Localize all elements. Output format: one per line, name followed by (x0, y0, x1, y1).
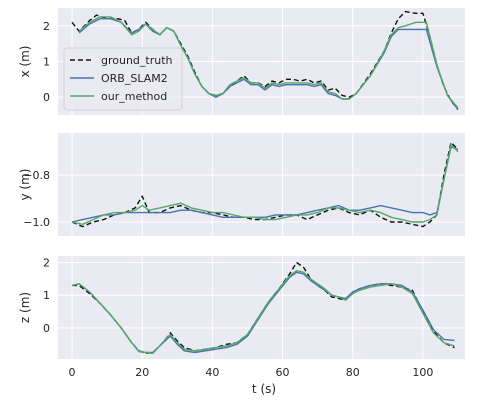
series-line-our_method (78, 16, 459, 109)
legend-label-ORB_SLAM2: ORB_SLAM2 (101, 72, 168, 85)
y-tick-label: 2 (43, 257, 50, 270)
y-axis-label: y (m) (18, 169, 32, 201)
y-tick-label: 1 (43, 56, 50, 69)
x-tick-label: 40 (205, 366, 219, 379)
y-axis-label: x (m) (18, 46, 32, 78)
y-tick-label: 0 (43, 322, 50, 335)
legend-label-ground_truth: ground_truth (101, 54, 173, 67)
y-tick-label: 0 (43, 91, 50, 104)
y-tick-label: 2 (43, 20, 50, 33)
x-tick-label: 80 (346, 366, 360, 379)
series-line-our_method (71, 143, 459, 226)
legend-box (63, 47, 183, 111)
subplot-y: −1.0 −0.8y (m) (18, 133, 465, 236)
x-tick-label: 20 (135, 366, 149, 379)
y-tick-label: −1.0 (23, 216, 50, 229)
series-group (71, 261, 455, 355)
x-tick-label: 0 (69, 366, 76, 379)
x-axis-label: t (s) (252, 382, 276, 396)
legend-label-our_method: our_method (101, 90, 167, 103)
series-line-our_method (71, 270, 455, 355)
x-tick-label: 100 (412, 366, 433, 379)
y-tick-label: −0.8 (23, 169, 50, 182)
subplot-z: 0 1 2 z (m) 0 20 40 60 80 100 (18, 256, 465, 379)
subplots: 0 1 2 x (m) ground_truth ORB_SLAM2 our_method −… (18, 8, 465, 379)
series-line-ground_truth (71, 141, 459, 228)
series-line-ORB_SLAM2 (71, 146, 459, 223)
y-axis-label: z (m) (18, 292, 32, 323)
legend: ground_truth ORB_SLAM2 our_method (63, 47, 183, 111)
plot-area (58, 256, 465, 359)
series-line-ORB_SLAM2 (78, 18, 459, 111)
x-tick-label: 60 (276, 366, 290, 379)
series-group (71, 141, 459, 228)
y-tick-label: 1 (43, 289, 50, 302)
subplot-x: 0 1 2 x (m) ground_truth ORB_SLAM2 our_method (18, 8, 465, 115)
series-group (71, 10, 459, 111)
